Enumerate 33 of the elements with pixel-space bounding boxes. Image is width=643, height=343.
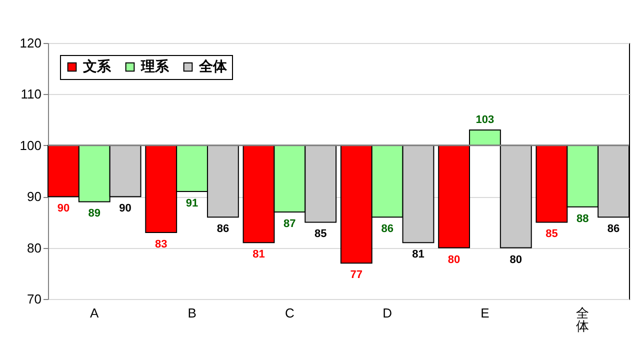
y-tick-label: 90: [27, 189, 42, 204]
y-tick-label: 70: [27, 292, 42, 306]
data-label: 91: [186, 197, 198, 210]
x-tick-label: B: [188, 306, 196, 320]
data-label: 89: [88, 208, 101, 220]
data-label: 103: [476, 114, 494, 126]
legend-label: 文系: [82, 58, 112, 74]
y-tick-label: 80: [27, 240, 42, 256]
x-tick-label: D: [382, 306, 392, 320]
data-label: 88: [576, 212, 589, 225]
legend-label: 理系: [140, 58, 170, 74]
y-tick-label: 110: [20, 86, 42, 102]
data-label: 90: [119, 202, 132, 215]
data-label: 80: [448, 254, 460, 266]
data-label: 77: [350, 269, 363, 282]
x-tick-label: 全体: [576, 306, 590, 334]
y-tick-label: 100: [20, 138, 42, 153]
x-tick-label: E: [480, 306, 490, 320]
data-label: 86: [216, 223, 230, 236]
data-label: 85: [314, 228, 327, 240]
data-label: 83: [154, 238, 168, 250]
data-label: 87: [284, 218, 296, 230]
y-tick-label: 120: [20, 36, 42, 50]
x-tick-label: A: [90, 306, 100, 320]
data-label: 81: [252, 248, 265, 261]
data-label: 86: [381, 223, 394, 236]
data-label: 85: [546, 228, 558, 240]
x-tick-label: C: [284, 306, 294, 320]
data-label: 80: [510, 254, 522, 266]
data-label: 90: [57, 202, 70, 215]
data-label: 86: [607, 223, 620, 236]
legend-label: 全体: [198, 58, 228, 74]
data-label: 81: [412, 248, 424, 261]
